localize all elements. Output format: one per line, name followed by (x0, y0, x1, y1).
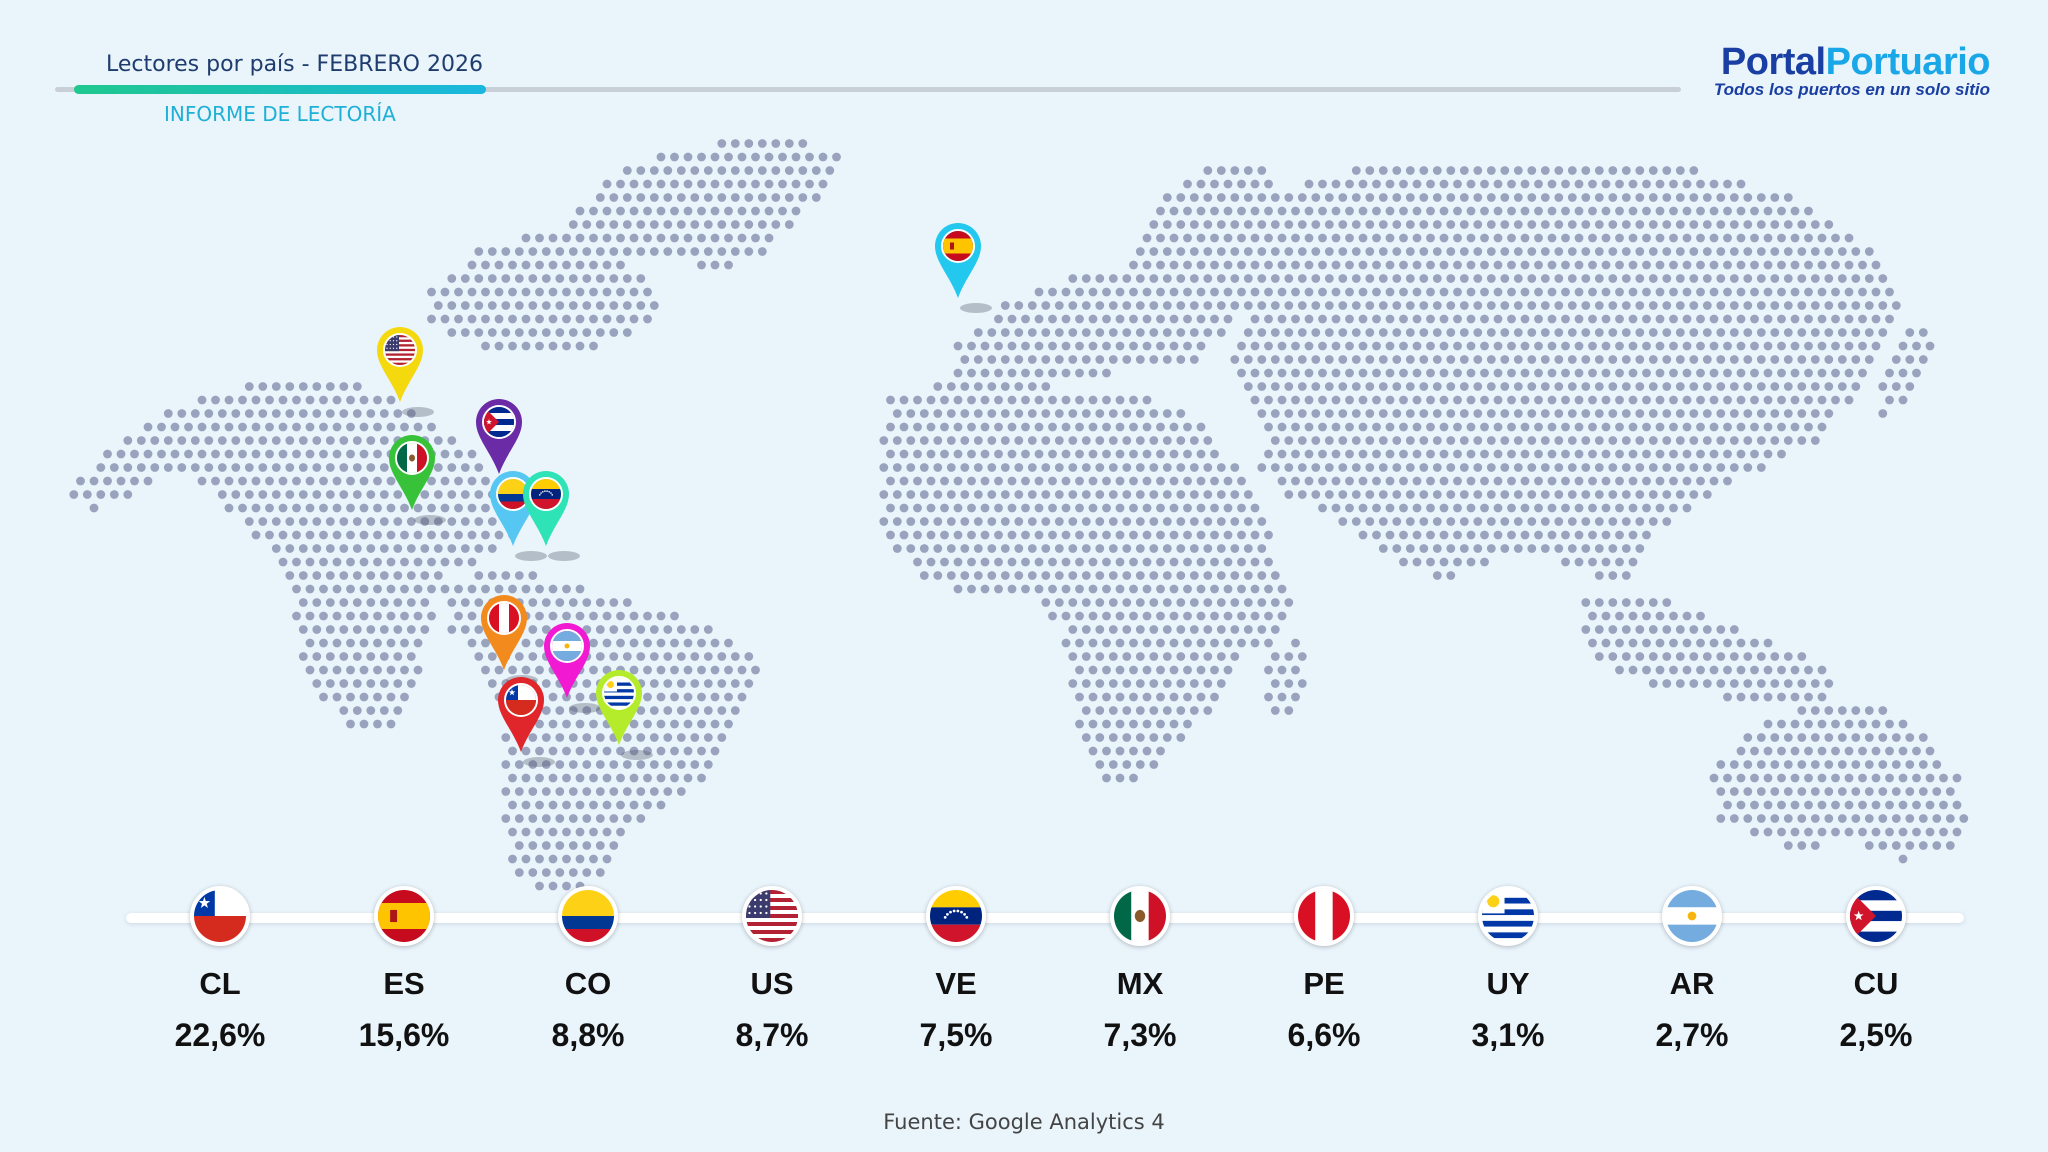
country-code: PE (1303, 966, 1345, 1001)
country-value: 22,6% (174, 1017, 266, 1053)
pin-us[interactable] (377, 327, 434, 417)
country-code: UY (1486, 966, 1530, 1001)
country-value: 15,6% (358, 1017, 450, 1053)
header-progress-fill (74, 85, 486, 94)
country-item-ar: AR 2,7% (1612, 886, 1772, 1054)
flag-uy-icon (1478, 886, 1538, 946)
flag-ar-icon (1662, 886, 1722, 946)
pin-mx[interactable] (389, 435, 446, 525)
header-track (55, 87, 1681, 92)
country-item-cu: CU 2,5% (1796, 886, 1956, 1054)
country-value: 6,6% (1287, 1017, 1361, 1053)
logo-part1: Portal (1720, 41, 1826, 83)
flag-cl-icon (190, 886, 250, 946)
country-value: 8,7% (735, 1017, 809, 1053)
country-code: AR (1669, 966, 1715, 1001)
country-value: 7,5% (919, 1017, 993, 1053)
country-item-mx: MX 7,3% (1060, 886, 1220, 1054)
country-code: CU (1853, 966, 1899, 1001)
pin-cl[interactable] (498, 677, 555, 767)
country-item-us: US 8,7% (692, 886, 852, 1054)
pin-ve[interactable] (523, 471, 580, 561)
country-baseline (126, 913, 1964, 923)
country-item-ve: VE 7,5% (876, 886, 1036, 1054)
pin-uy[interactable] (596, 670, 653, 760)
flag-mx-icon (1110, 886, 1170, 946)
country-value: 2,5% (1839, 1017, 1913, 1053)
country-value: 7,3% (1103, 1017, 1177, 1053)
pin-ar[interactable] (544, 623, 601, 713)
source-note: Fuente: Google Analytics 4 (883, 1110, 1165, 1134)
flag-pe-icon (1294, 886, 1354, 946)
country-item-es: ES 15,6% (324, 886, 484, 1054)
country-code: VE (935, 966, 977, 1001)
country-code: CL (199, 966, 241, 1001)
logo-part2: Portuario (1825, 41, 1991, 83)
logo-tagline: Todos los puertos en un solo sitio (1713, 80, 1990, 99)
country-item-uy: UY 3,1% (1428, 886, 1588, 1054)
flag-ve-icon (926, 886, 986, 946)
header-title: Lectores por país - FEBRERO 2026 (106, 52, 483, 77)
country-item-co: CO 8,8% (508, 886, 668, 1054)
flag-cu-icon (1846, 886, 1906, 946)
world-dot-map (69, 139, 1969, 891)
header-subtitle: INFORME DE LECTORÍA (164, 102, 396, 126)
flag-us-icon (742, 886, 802, 946)
country-item-cl: CL 22,6% (140, 886, 300, 1054)
country-value: 2,7% (1655, 1017, 1729, 1053)
map-dots (69, 139, 1969, 891)
country-value: 3,1% (1471, 1017, 1545, 1053)
flag-co-icon (558, 886, 618, 946)
country-code: MX (1116, 966, 1164, 1001)
pin-es[interactable] (935, 223, 992, 313)
country-code: US (750, 966, 794, 1001)
country-code: CO (564, 966, 612, 1001)
logo[interactable]: PortalPortuario Todos los puertos en un … (1713, 41, 1991, 100)
flag-es-icon (374, 886, 434, 946)
country-value: 8,8% (551, 1017, 625, 1053)
country-item-pe: PE 6,6% (1244, 886, 1404, 1054)
country-code: ES (383, 966, 425, 1001)
